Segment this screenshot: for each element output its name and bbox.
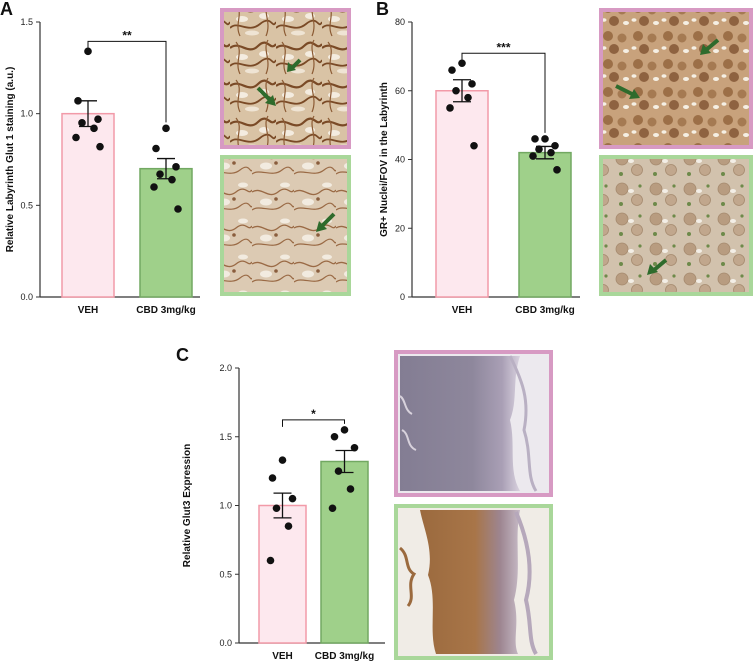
micrograph-a-veh bbox=[220, 8, 351, 149]
data-point bbox=[340, 426, 349, 434]
bar bbox=[61, 112, 115, 298]
chart-a: 0.0 0.5 1.0 1.5 Relative Labyrinth Glut 1 st… bbox=[5, 17, 200, 316]
significance-bracket bbox=[87, 40, 167, 123]
y-tick-label: 20 bbox=[395, 223, 405, 233]
data-point bbox=[468, 80, 476, 88]
y-tick-label: 40 bbox=[395, 155, 405, 165]
data-point bbox=[172, 163, 180, 171]
data-point bbox=[288, 494, 297, 503]
data-point bbox=[452, 86, 460, 95]
panel-label-c: C bbox=[176, 345, 189, 365]
arrow-icon bbox=[647, 264, 658, 275]
y-tick-label: 1.0 bbox=[219, 501, 232, 511]
y-tick-label: 0.0 bbox=[20, 292, 33, 302]
bar bbox=[258, 504, 307, 644]
data-point bbox=[266, 556, 275, 565]
data-point bbox=[150, 183, 158, 191]
data-point bbox=[350, 443, 359, 452]
data-point bbox=[346, 485, 355, 493]
panel-label-a: A bbox=[0, 0, 13, 19]
data-point bbox=[156, 170, 164, 178]
y-tick-label: 0.5 bbox=[20, 200, 33, 210]
data-point bbox=[174, 205, 182, 213]
data-point bbox=[330, 432, 339, 441]
y-axis-label: GR+ Nuclei/FOV in the Labyrinth bbox=[379, 82, 390, 237]
data-point bbox=[535, 145, 543, 153]
data-point bbox=[553, 166, 561, 174]
x-tick-label: CBD 3mg/kg bbox=[136, 305, 195, 316]
data-point bbox=[94, 115, 102, 123]
data-point bbox=[458, 59, 466, 68]
micrograph-b-cbd bbox=[599, 155, 753, 296]
arrow-icon bbox=[287, 62, 296, 72]
data-point bbox=[334, 467, 343, 475]
y-tick-label: 1.5 bbox=[20, 17, 33, 27]
data-point bbox=[162, 124, 170, 133]
data-point bbox=[74, 97, 82, 105]
significance-bracket bbox=[461, 52, 546, 133]
data-point bbox=[278, 456, 287, 464]
bar bbox=[139, 167, 193, 298]
x-tick-label: VEH bbox=[78, 305, 99, 316]
data-point bbox=[328, 504, 337, 513]
y-tick-label: 0.5 bbox=[219, 569, 232, 579]
data-point bbox=[168, 175, 176, 184]
y-axis-label: Relative Glut3 Expression bbox=[182, 444, 193, 567]
data-point bbox=[551, 141, 559, 150]
data-point bbox=[84, 47, 92, 56]
significance-label: ** bbox=[122, 28, 132, 42]
y-tick-label: 60 bbox=[395, 86, 405, 96]
chart-c: 0.0 0.5 1.0 1.5 2.0 Relative Glut3 Expression… bbox=[182, 363, 385, 662]
data-point bbox=[446, 104, 454, 112]
micrograph-a-cbd bbox=[220, 155, 351, 296]
data-point bbox=[547, 148, 555, 157]
y-tick-label: 1.0 bbox=[20, 109, 33, 119]
data-point bbox=[152, 144, 160, 153]
micrograph-b-veh bbox=[599, 8, 753, 149]
arrow-icon bbox=[700, 44, 711, 55]
data-point bbox=[541, 135, 549, 143]
x-tick-label: VEH bbox=[272, 651, 293, 662]
arrow-icon bbox=[629, 89, 640, 99]
y-tick-label: 0.0 bbox=[219, 638, 232, 648]
x-tick-label: VEH bbox=[452, 305, 473, 316]
chart-b: 0 20 40 60 80 GR+ Nuclei/FOV in the Labyrinth… bbox=[379, 17, 580, 316]
bar bbox=[435, 90, 489, 298]
data-point bbox=[72, 133, 80, 142]
micrograph-c-cbd bbox=[394, 504, 553, 660]
data-point bbox=[448, 66, 456, 74]
arrow-icon bbox=[265, 95, 276, 106]
y-axis-label: Relative Labyrinth Glut 1 staining (a.u.… bbox=[5, 67, 16, 253]
data-point bbox=[464, 93, 472, 102]
significance-label: *** bbox=[496, 40, 510, 54]
y-tick-label: 80 bbox=[395, 17, 405, 27]
y-tick-label: 1.5 bbox=[219, 432, 232, 442]
significance-label: * bbox=[311, 407, 316, 421]
data-point bbox=[96, 142, 104, 151]
data-point bbox=[284, 522, 293, 530]
data-point bbox=[268, 474, 277, 482]
x-tick-label: CBD 3mg/kg bbox=[315, 651, 374, 662]
data-point bbox=[272, 504, 281, 513]
significance-bracket bbox=[282, 419, 345, 427]
data-point bbox=[531, 135, 539, 143]
y-tick-label: 0 bbox=[400, 292, 405, 302]
x-tick-label: CBD 3mg/kg bbox=[515, 305, 574, 316]
data-point bbox=[90, 124, 98, 133]
bar bbox=[320, 460, 369, 644]
data-point bbox=[78, 119, 86, 127]
data-point bbox=[470, 141, 478, 150]
bar bbox=[518, 151, 572, 298]
data-point bbox=[529, 152, 537, 160]
arrow-icon bbox=[316, 221, 327, 232]
panel-label-b: B bbox=[376, 0, 389, 19]
y-tick-label: 2.0 bbox=[219, 363, 232, 373]
micrograph-c-veh bbox=[394, 350, 553, 497]
